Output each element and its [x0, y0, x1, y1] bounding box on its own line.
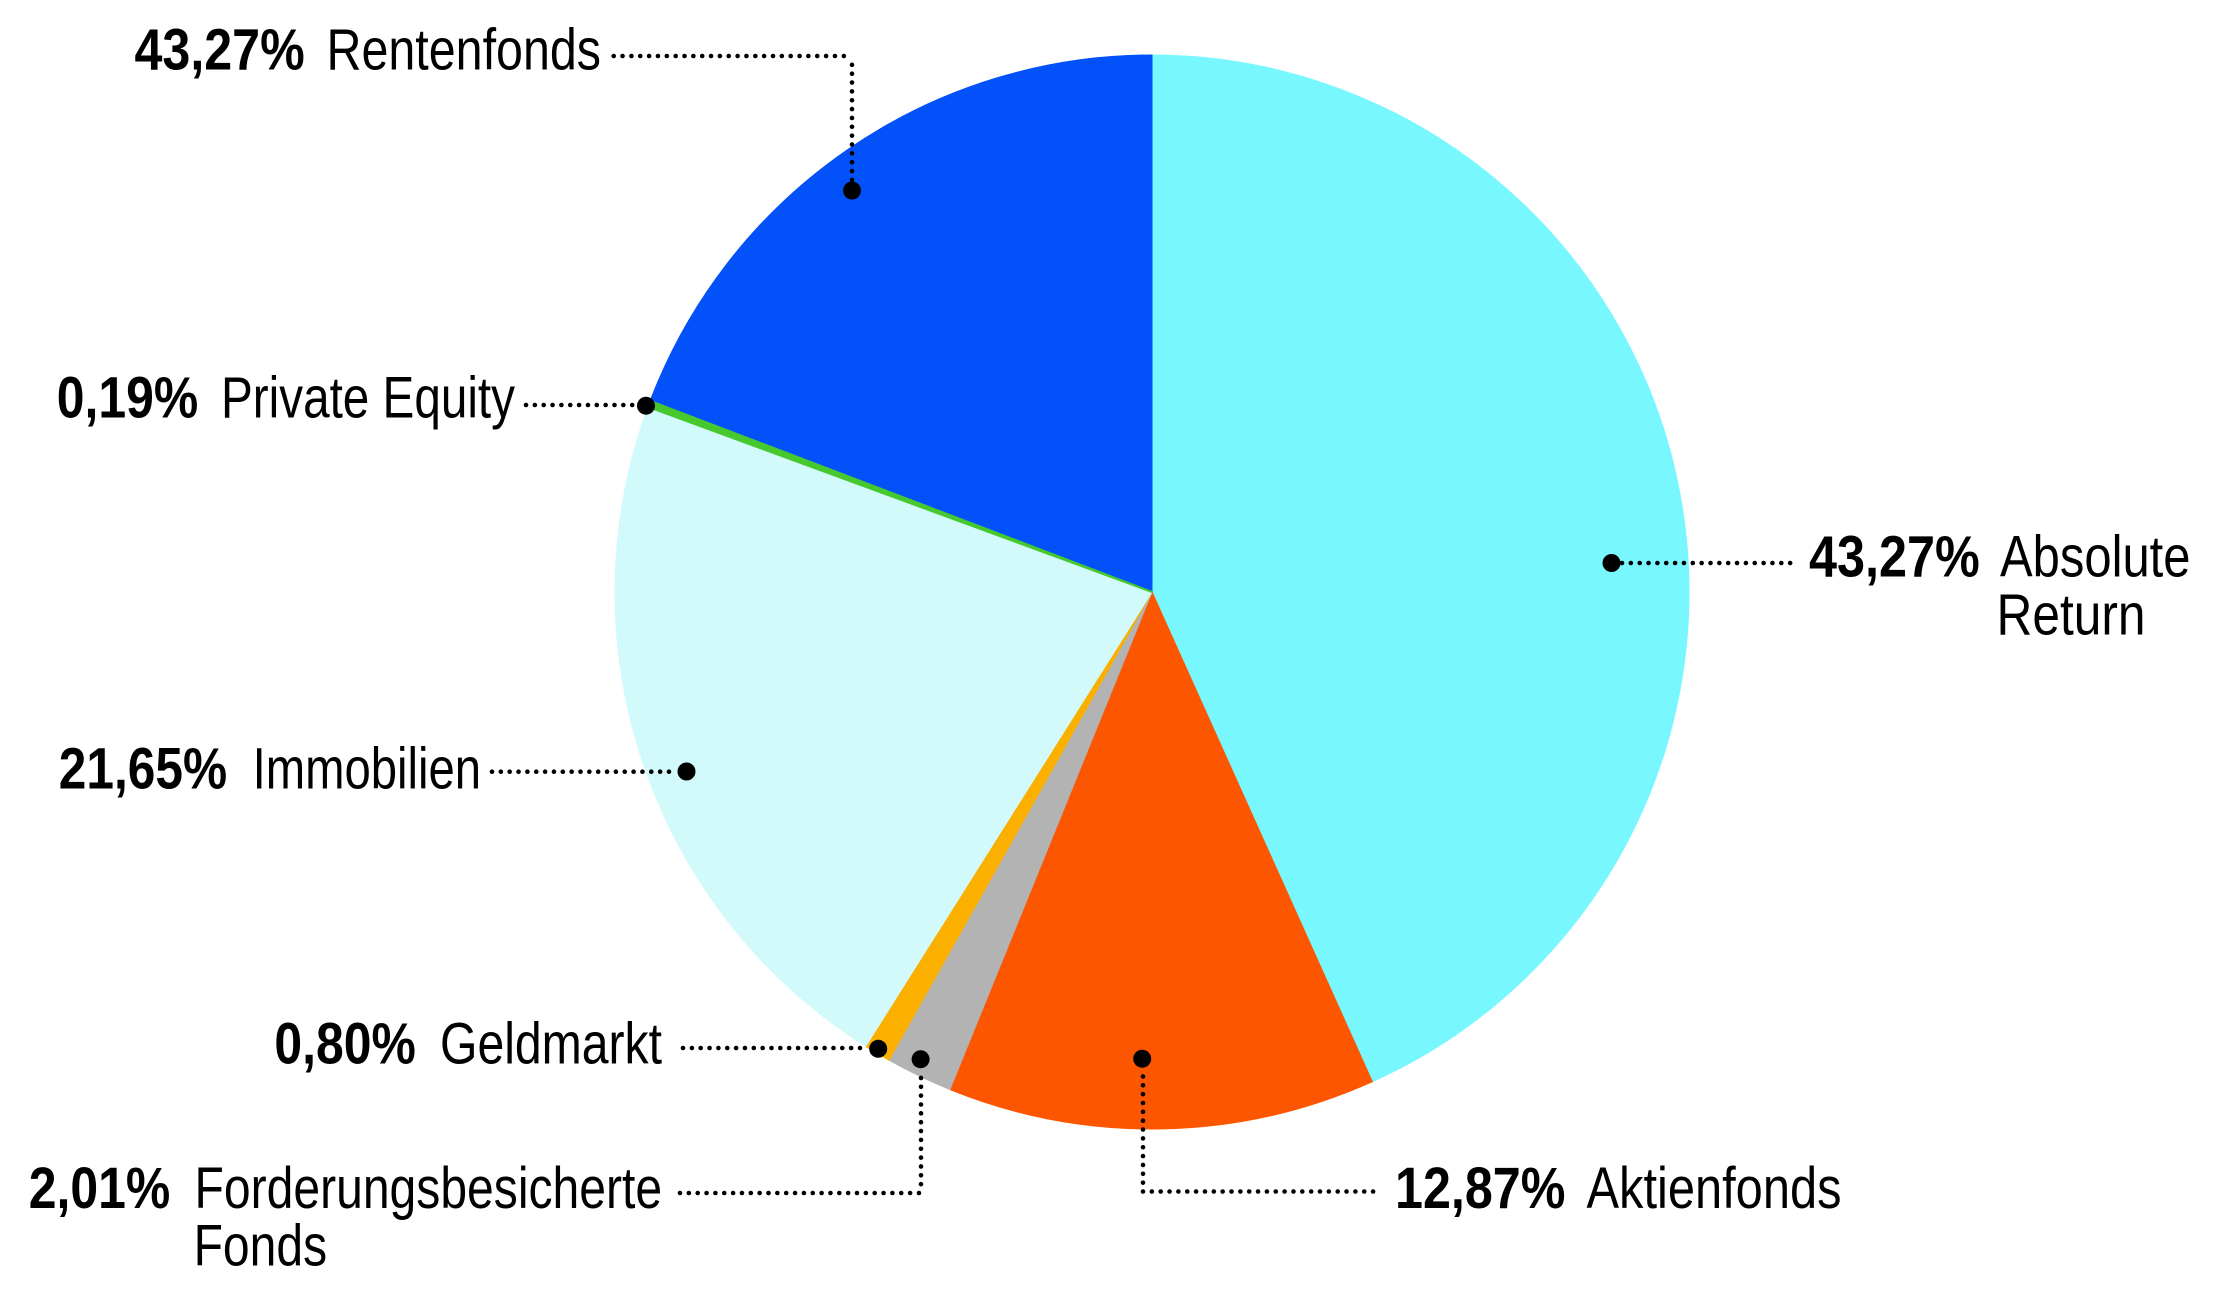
svg-text:Geldmarkt: Geldmarkt	[440, 1012, 662, 1077]
svg-text:0,80%: 0,80%	[274, 1012, 415, 1077]
svg-text:Aktienfonds: Aktienfonds	[1587, 1156, 1842, 1221]
svg-text:Immobilien: Immobilien	[253, 737, 482, 802]
svg-text:Rentenfonds: Rentenfonds	[327, 17, 602, 82]
svg-text:Fonds: Fonds	[194, 1214, 328, 1279]
svg-text:12,87%: 12,87%	[1395, 1156, 1565, 1221]
svg-text:Return: Return	[1997, 582, 2146, 647]
svg-text:2,01%: 2,01%	[29, 1156, 171, 1221]
svg-text:43,27%: 43,27%	[135, 17, 305, 82]
svg-text:Forderungsbesicherte: Forderungsbesicherte	[195, 1156, 663, 1221]
svg-text:21,65%: 21,65%	[59, 737, 227, 802]
svg-text:0,19%: 0,19%	[57, 366, 199, 431]
svg-text:Private Equity: Private Equity	[221, 366, 515, 431]
svg-text:Absolute: Absolute	[2000, 525, 2191, 590]
svg-text:43,27%: 43,27%	[1809, 525, 1980, 590]
